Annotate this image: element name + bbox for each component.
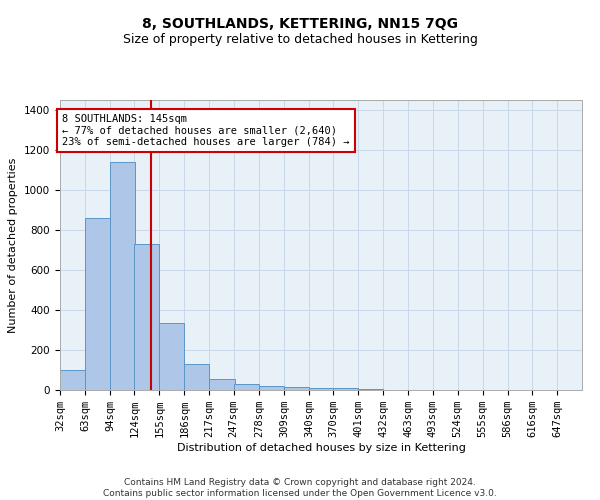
Bar xyxy=(110,162,135,390)
Y-axis label: Number of detached properties: Number of detached properties xyxy=(8,158,19,332)
Bar xyxy=(160,323,184,390)
Text: 8, SOUTHLANDS, KETTERING, NN15 7QG: 8, SOUTHLANDS, KETTERING, NN15 7QG xyxy=(142,18,458,32)
Bar xyxy=(184,364,209,390)
Text: Size of property relative to detached houses in Kettering: Size of property relative to detached ho… xyxy=(122,32,478,46)
Bar xyxy=(85,218,110,390)
Text: Contains HM Land Registry data © Crown copyright and database right 2024.
Contai: Contains HM Land Registry data © Crown c… xyxy=(103,478,497,498)
Bar xyxy=(134,244,160,390)
Text: 8 SOUTHLANDS: 145sqm
← 77% of detached houses are smaller (2,640)
23% of semi-de: 8 SOUTHLANDS: 145sqm ← 77% of detached h… xyxy=(62,114,350,147)
Bar xyxy=(60,370,85,390)
Bar xyxy=(209,379,235,390)
Bar xyxy=(309,388,334,390)
Bar xyxy=(284,387,309,390)
Bar xyxy=(333,388,358,390)
Bar xyxy=(234,384,259,390)
Bar xyxy=(358,389,383,390)
Bar xyxy=(259,386,284,390)
X-axis label: Distribution of detached houses by size in Kettering: Distribution of detached houses by size … xyxy=(176,443,466,453)
